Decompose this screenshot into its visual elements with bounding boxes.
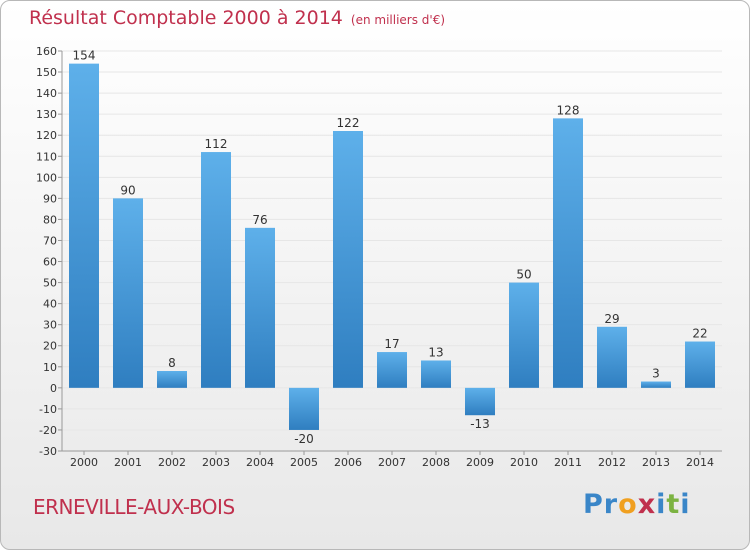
bar — [333, 131, 363, 388]
logo-letter: r — [603, 489, 619, 520]
data-label: 90 — [120, 183, 135, 197]
y-tick-label: 100 — [36, 171, 57, 184]
logo-letter: P — [583, 489, 604, 520]
logo-letter: o — [618, 489, 638, 520]
x-tick-label: 2008 — [422, 456, 450, 469]
x-tick-label: 2004 — [246, 456, 274, 469]
bar — [421, 360, 451, 388]
y-tick-label: 160 — [36, 45, 57, 58]
x-tick-label: 2007 — [378, 456, 406, 469]
data-label: 50 — [516, 268, 531, 282]
data-label: 76 — [252, 213, 267, 227]
chart-title: Résultat Comptable 2000 à 2014 (en millie… — [29, 7, 445, 29]
x-tick-label: 2006 — [334, 456, 362, 469]
logo-letter: x — [637, 489, 657, 520]
y-tick-label: 140 — [36, 87, 57, 100]
data-label: 22 — [692, 327, 707, 341]
data-label: -20 — [294, 432, 314, 446]
y-tick-label: 40 — [43, 298, 57, 311]
data-label: 17 — [384, 337, 399, 351]
y-tick-label: 70 — [43, 234, 57, 247]
data-label: -13 — [470, 417, 490, 431]
y-tick-label: 120 — [36, 129, 57, 142]
data-label: 122 — [337, 116, 360, 130]
x-tick-label: 2010 — [510, 456, 538, 469]
bar — [685, 341, 715, 388]
gridlines — [62, 50, 722, 452]
logo-letter: i — [656, 489, 667, 520]
data-label: 3 — [652, 367, 660, 381]
x-tick-label: 2001 — [114, 456, 142, 469]
axes: -30 -20 -10 0 10 20 30 40 50 60 70 80 90 100 110 120 130… — [36, 45, 722, 469]
bar — [597, 326, 627, 388]
data-label: 128 — [557, 103, 580, 117]
y-tick-label: 0 — [50, 382, 57, 395]
y-tick-label: 20 — [43, 340, 57, 353]
data-label: 13 — [428, 345, 443, 359]
y-tick-label: -10 — [39, 403, 57, 416]
bar — [641, 381, 671, 388]
bar — [113, 198, 143, 388]
x-tick-label: 2013 — [642, 456, 670, 469]
bar — [465, 387, 495, 416]
x-tick-label: 2005 — [290, 456, 318, 469]
y-tick-label: 130 — [36, 108, 57, 121]
y-tick-label: 50 — [43, 277, 57, 290]
y-tick-label: 60 — [43, 256, 57, 269]
bar — [509, 282, 539, 388]
data-label: 29 — [604, 312, 619, 326]
x-tick-label: 2011 — [554, 456, 582, 469]
proxiti-logo: Proxiti — [583, 489, 691, 520]
bar — [377, 352, 407, 388]
y-tick-label: 10 — [43, 361, 57, 374]
x-tick-label: 2002 — [158, 456, 186, 469]
unit-note: (en milliers d'€) — [350, 13, 446, 27]
title-text: Résultat Comptable 2000 à 2014 — [29, 7, 343, 29]
y-tick-label: -30 — [39, 445, 57, 458]
x-tick-label: 2000 — [70, 456, 98, 469]
y-tick-label: 30 — [43, 319, 57, 332]
x-tick-label: 2003 — [202, 456, 230, 469]
bar — [69, 63, 99, 388]
x-tick-label: 2012 — [598, 456, 626, 469]
bars — [69, 63, 715, 430]
data-label: 112 — [205, 137, 228, 151]
data-label: 8 — [168, 356, 176, 370]
commune-name: ERNEVILLE-AUX-BOIS — [33, 495, 235, 519]
logo-letter: i — [680, 489, 691, 520]
y-tick-label: 90 — [43, 192, 57, 205]
bar — [157, 371, 187, 388]
y-tick-label: 150 — [36, 66, 57, 79]
bar — [201, 152, 231, 388]
x-tick-label: 2009 — [466, 456, 494, 469]
y-tick-label: -20 — [39, 424, 57, 437]
y-tick-label: 110 — [36, 150, 57, 163]
data-label: 154 — [73, 49, 96, 63]
data-labels: 154 90 8 112 76 -20 122 17 13 -13 50 128 29 3 22 — [73, 49, 708, 446]
bar — [553, 118, 583, 388]
logo-letter: t — [666, 489, 681, 520]
y-tick-label: 80 — [43, 213, 57, 226]
bar — [289, 387, 319, 430]
x-tick-label: 2014 — [686, 456, 714, 469]
bar — [245, 227, 275, 388]
